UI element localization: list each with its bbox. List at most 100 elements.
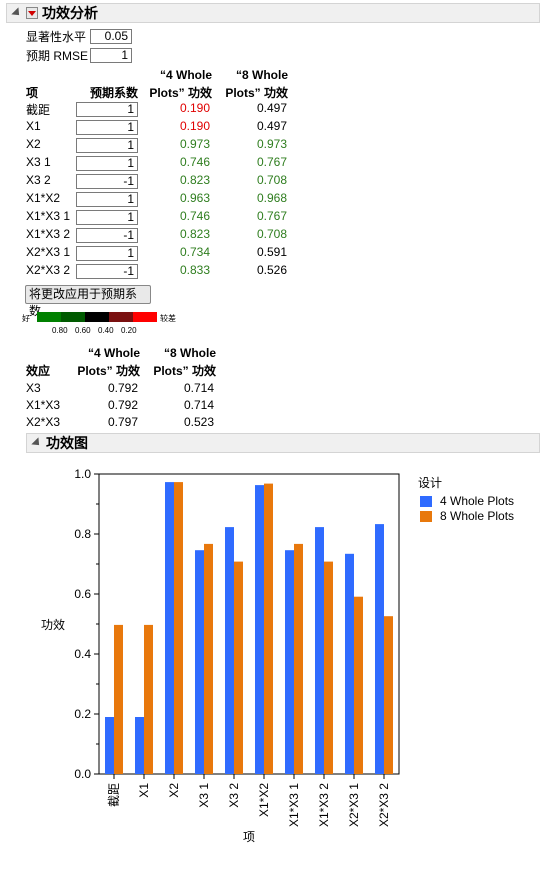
section-title: 功效分析 — [42, 5, 98, 21]
power-4-value: 0.823 — [179, 227, 210, 241]
x-tick-label: X3 1 — [197, 783, 211, 808]
effect-label: X1*X3 — [26, 398, 61, 412]
power-4-value: 0.973 — [179, 137, 210, 151]
bar-4-whole-plots — [285, 550, 294, 774]
coef-input[interactable]: 1 — [76, 120, 138, 135]
effect-label: X3 — [26, 381, 41, 395]
term-label: X2 — [26, 137, 41, 151]
coef-input[interactable]: -1 — [76, 264, 138, 279]
coef-input[interactable]: 1 — [76, 156, 138, 171]
disclosure-triangle-icon[interactable] — [11, 7, 23, 19]
eff-col-4-line2: Plots” 功效 — [77, 364, 140, 378]
x-tick-label: X3 2 — [227, 783, 241, 808]
power-8-value: 0.523 — [183, 415, 214, 429]
rmse-label: 预期 RMSE — [26, 49, 89, 63]
col-4-header-line1: “4 Whole — [159, 68, 212, 82]
power-8-value: 0.591 — [256, 245, 287, 259]
eff-col-8-line1: “8 Whole — [163, 346, 216, 360]
y-tick-label: 0.0 — [74, 767, 91, 781]
col-coef-header: 预期系数 — [89, 86, 138, 100]
x-tick-label: X2*X3 1 — [347, 783, 361, 827]
x-tick-label: X1 — [137, 783, 151, 798]
colorbar-tick-label: 0.80 — [52, 326, 68, 335]
colorbar-segment — [133, 312, 157, 322]
rmse-input[interactable]: 1 — [90, 48, 132, 63]
power-4-value: 0.746 — [179, 155, 210, 169]
bar-4-whole-plots — [195, 550, 204, 774]
term-label: X1*X3 1 — [26, 209, 71, 223]
bar-4-whole-plots — [105, 717, 114, 774]
bar-8-whole-plots — [294, 543, 303, 774]
coef-input[interactable]: -1 — [76, 228, 138, 243]
power-4-value: 0.797 — [107, 415, 138, 429]
term-label: 截距 — [26, 103, 51, 117]
coef-input[interactable]: 1 — [76, 192, 138, 207]
coef-input[interactable]: 1 — [76, 210, 138, 225]
power-4-value: 0.746 — [179, 209, 210, 223]
colorbar-segment — [85, 312, 109, 322]
legend-swatch — [420, 496, 432, 507]
power-8-value: 0.497 — [256, 119, 287, 133]
bar-8-whole-plots — [174, 482, 183, 774]
power-4-value: 0.190 — [179, 119, 210, 133]
power-8-value: 0.973 — [256, 137, 287, 151]
disclosure-triangle-icon[interactable] — [31, 437, 43, 449]
power-4-value: 0.734 — [179, 245, 210, 259]
colorbar-good-label: 好 — [22, 314, 30, 323]
legend-label: 8 Whole Plots — [440, 509, 515, 523]
bar-4-whole-plots — [315, 527, 324, 774]
coef-input[interactable]: 1 — [76, 246, 138, 261]
power-analysis-header[interactable]: 功效分析 — [6, 3, 540, 23]
significance-label: 显著性水平 — [26, 30, 87, 44]
significance-input[interactable]: 0.05 — [90, 29, 132, 44]
red-triangle-menu-icon[interactable] — [26, 7, 38, 19]
legend-label: 4 Whole Plots — [440, 494, 515, 508]
colorbar-bad-label: 较差 — [160, 314, 176, 323]
eff-col-8-line2: Plots” 功效 — [153, 364, 216, 378]
power-plot-header[interactable]: 功效图 — [26, 433, 540, 453]
y-tick-label: 0.2 — [74, 707, 91, 721]
coef-input[interactable]: -1 — [76, 174, 138, 189]
colorbar-tick-label: 0.40 — [98, 326, 114, 335]
x-tick-label: X1*X3 2 — [317, 783, 331, 827]
power-4-value: 0.792 — [107, 381, 138, 395]
bar-8-whole-plots — [234, 561, 243, 774]
power-8-value: 0.526 — [256, 263, 287, 277]
term-label: X1*X2 — [26, 191, 61, 205]
y-tick-label: 0.8 — [74, 527, 91, 541]
bar-8-whole-plots — [144, 624, 153, 774]
power-8-value: 0.767 — [256, 209, 287, 223]
bar-4-whole-plots — [345, 553, 354, 774]
bar-4-whole-plots — [225, 527, 234, 774]
power-8-value: 0.714 — [183, 398, 214, 412]
eff-col-4-line1: “4 Whole — [87, 346, 140, 360]
power-4-value: 0.190 — [179, 101, 210, 115]
bar-8-whole-plots — [354, 596, 363, 774]
term-label: X1*X3 2 — [26, 227, 71, 241]
colorbar-segment — [61, 312, 85, 322]
power-8-value: 0.708 — [256, 173, 287, 187]
power-bar-chart: 0.0 0.2 0.4 0.6 0.8 1.0 截距 X1 X2 X3 1 X3 2 X1*X2 X1*… — [41, 467, 400, 844]
bar-8-whole-plots — [264, 483, 273, 774]
y-tick-label: 0.4 — [74, 647, 91, 661]
col-8-header-line1: “8 Whole — [235, 68, 288, 82]
term-label: X1 — [26, 119, 41, 133]
legend-swatch — [420, 511, 432, 522]
colorbar-segment — [109, 312, 133, 322]
power-8-value: 0.968 — [256, 191, 287, 205]
apply-changes-button[interactable]: 将更改应用于预期系数 — [25, 285, 151, 318]
x-axis-label: 项 — [243, 830, 255, 844]
x-tick-label: X2*X3 2 — [377, 783, 391, 827]
bar-8-whole-plots — [324, 561, 333, 774]
power-8-value: 0.767 — [256, 155, 287, 169]
coef-input[interactable]: 1 — [76, 102, 138, 117]
power-8-value: 0.714 — [183, 381, 214, 395]
power-8-value: 0.708 — [256, 227, 287, 241]
coef-input[interactable]: 1 — [76, 138, 138, 153]
col-8-header-line2: Plots” 功效 — [225, 86, 288, 100]
bar-8-whole-plots — [114, 624, 123, 774]
x-tick-label: 截距 — [107, 783, 121, 807]
col-4-header-line2: Plots” 功效 — [149, 86, 212, 100]
y-tick-label: 1.0 — [74, 467, 91, 481]
power-4-value: 0.792 — [107, 398, 138, 412]
